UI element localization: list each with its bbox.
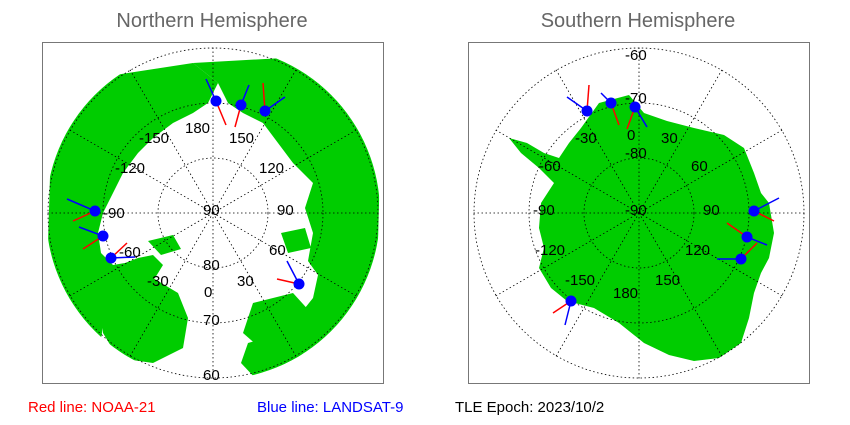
lon-label-30: 30: [661, 130, 678, 147]
lon-label-minus60: -60: [539, 158, 561, 175]
northern-lat-labels: 90 80 70 60: [203, 202, 220, 383]
satellite-marker: [259, 82, 286, 117]
northern-hemisphere-title: Northern Hemisphere: [116, 10, 308, 32]
lon-label-60: 60: [691, 158, 708, 175]
lat-label-70: 70: [203, 312, 220, 329]
lon-label-minus30: -30: [147, 273, 169, 290]
northern-lon-labels: 180 -150 150 -120 120 -90 90 -60 60 -30 …: [103, 120, 294, 301]
arctic-islands: [148, 88, 311, 255]
lon-label-90: 90: [703, 202, 720, 219]
eurasia-landmass: [193, 53, 380, 373]
satellite-marker: [566, 84, 593, 117]
lat-label-minus60: -60: [625, 47, 647, 64]
lon-label-0: 0: [627, 127, 635, 144]
satellite-marker: [105, 242, 136, 264]
satellite-marker: [205, 78, 227, 126]
satellite-marker: [234, 84, 250, 128]
lon-label-30: 30: [237, 273, 254, 290]
tle-epoch: TLE Epoch: 2023/10/2: [455, 399, 605, 416]
lon-label-minus30: -30: [575, 130, 597, 147]
northern-map-svg: 180 -150 150 -120 120 -90 90 -60 60 -30 …: [46, 46, 380, 383]
lon-label-150: 150: [655, 272, 680, 289]
southern-satellite-markers: [552, 84, 780, 326]
greenland-landmass: [103, 278, 188, 363]
lon-label-180: 180: [185, 120, 210, 137]
lon-label-60: 60: [269, 242, 286, 259]
lon-label-120: 120: [259, 160, 284, 177]
satellite-marker: [626, 101, 648, 130]
latitude-minus80-circle: [583, 157, 695, 269]
latitude-70-circle: [102, 102, 324, 324]
lat-label-minus70: -70: [625, 90, 647, 107]
legend-red-line: Red line: NOAA-21: [28, 399, 156, 416]
lon-label-120: 120: [685, 242, 710, 259]
lon-label-90: 90: [277, 202, 294, 219]
satellite-marker: [552, 295, 577, 326]
lon-label-minus150: -150: [139, 130, 169, 147]
lon-label-minus90: -90: [103, 205, 125, 222]
lon-label-0: 0: [204, 284, 212, 301]
satellite-marker: [726, 222, 768, 246]
satellite-marker: [748, 197, 780, 222]
southern-map-svg: 0 -30 30 -60 60 -90 90 -120 120 -150 150…: [472, 46, 806, 380]
satellite-marker: [600, 92, 620, 126]
northern-satellite-markers: [66, 78, 305, 290]
lat-label-60: 60: [203, 367, 220, 383]
lon-label-180: 180: [613, 285, 638, 302]
lon-label-150: 150: [229, 130, 254, 147]
southern-lon-labels: 0 -30 30 -60 60 -90 90 -120 120 -150 150…: [533, 127, 720, 302]
lon-label-minus90: -90: [533, 202, 555, 219]
lat-label-90: 90: [203, 202, 220, 219]
antarctica-landmass: [509, 95, 774, 361]
lat-label-minus90: -90: [625, 202, 647, 219]
satellite-marker: [78, 226, 109, 250]
satellite-marker: [276, 260, 305, 290]
lon-label-minus150: -150: [565, 272, 595, 289]
southern-hemisphere-map[interactable]: 0 -30 30 -60 60 -90 90 -120 120 -150 150…: [468, 42, 810, 384]
southern-lat-labels: -60 -70 -80 -90: [625, 47, 647, 219]
latitude-80-circle: [157, 157, 269, 269]
lat-label-minus80: -80: [625, 145, 647, 162]
satellite-marker: [66, 198, 101, 222]
lon-label-minus120: -120: [535, 242, 565, 259]
satellite-marker: [717, 242, 758, 265]
northern-hemisphere-map[interactable]: 180 -150 150 -120 120 -90 90 -60 60 -30 …: [42, 42, 384, 384]
legend-blue-line: Blue line: LANDSAT-9: [257, 399, 404, 416]
southern-hemisphere-title: Southern Hemisphere: [540, 10, 736, 32]
lat-label-80: 80: [203, 257, 220, 274]
lon-label-minus120: -120: [115, 160, 145, 177]
north-america-landmass: [48, 63, 218, 373]
